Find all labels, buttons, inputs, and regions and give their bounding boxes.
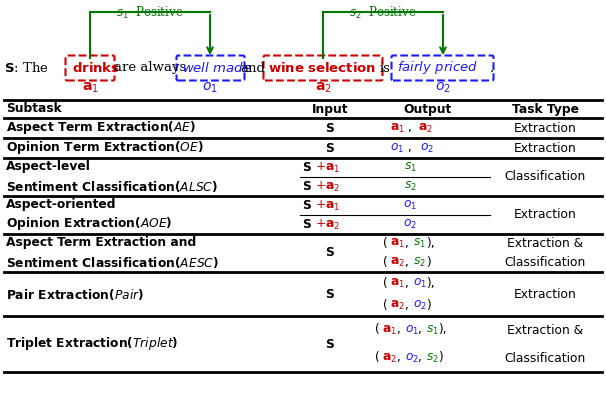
Text: $\mathbf{a}_2$: $\mathbf{a}_2$ <box>315 81 331 95</box>
Text: (: ( <box>383 237 388 250</box>
Text: $s_1$: $s_1$ <box>426 324 439 337</box>
Text: ,: , <box>405 298 413 312</box>
Text: Classification: Classification <box>504 351 585 365</box>
Text: (: ( <box>375 324 380 336</box>
Text: ,: , <box>408 121 416 135</box>
Text: $s_1$: $s_1$ <box>404 161 416 174</box>
Text: $\mathbf{S}$: $\mathbf{S}$ <box>325 121 335 135</box>
Text: Aspect Term Extraction($\mathit{AE}$): Aspect Term Extraction($\mathit{AE}$) <box>6 119 196 137</box>
Text: $\mathit{o}_1$: $\mathit{o}_1$ <box>413 277 427 290</box>
Text: Output: Output <box>404 103 452 115</box>
Text: Subtask: Subtask <box>6 103 62 115</box>
Text: Extraction &: Extraction & <box>507 324 583 336</box>
Text: (: ( <box>383 256 388 269</box>
Text: $\mathbf{S}$: $\mathbf{S}$ <box>302 199 312 212</box>
Text: $\mathbf{S}$: $\mathbf{S}$ <box>325 142 335 154</box>
Text: $\mathit{o}_2$: $\mathit{o}_2$ <box>403 218 417 231</box>
Text: $\mathbf{wine\ selection}$: $\mathbf{wine\ selection}$ <box>268 61 376 75</box>
Text: ,: , <box>405 237 413 250</box>
Text: Extraction: Extraction <box>514 209 576 222</box>
Text: $\mathbf{S}$: $\mathbf{S}$ <box>325 338 335 351</box>
Text: $\mathit{o}_1$: $\mathit{o}_1$ <box>405 324 419 337</box>
Text: $\mathit{o}_2$: $\mathit{o}_2$ <box>435 81 451 95</box>
Text: ,: , <box>397 351 405 365</box>
Text: ): ) <box>426 298 431 312</box>
Text: Extraction &: Extraction & <box>507 237 583 250</box>
Text: Aspect-level: Aspect-level <box>6 160 91 173</box>
Text: $s_2$: $s_2$ <box>426 351 439 365</box>
Text: Extraction: Extraction <box>514 121 576 135</box>
Text: (: ( <box>375 351 380 365</box>
Text: $\mathbf{S}$: $\mathbf{S}$ <box>302 161 312 174</box>
Text: Extraction: Extraction <box>514 142 576 154</box>
Text: +$\mathbf{a}_1$: +$\mathbf{a}_1$ <box>315 199 340 213</box>
Text: $s_1$: $s_1$ <box>413 237 426 250</box>
Text: Aspect-oriented: Aspect-oriented <box>6 198 116 211</box>
Text: $\mathit{o}_1$: $\mathit{o}_1$ <box>202 81 218 95</box>
Text: $\mathit{o}_1$: $\mathit{o}_1$ <box>403 199 417 212</box>
Text: $\mathit{o}_2$: $\mathit{o}_2$ <box>405 351 419 365</box>
Text: $\mathbf{S}$: $\mathbf{S}$ <box>325 246 335 259</box>
Text: Triplet Extraction($\mathit{Triplet}$): Triplet Extraction($\mathit{Triplet}$) <box>6 336 178 353</box>
Text: Extraction: Extraction <box>514 287 576 300</box>
Text: ),: ), <box>426 277 435 289</box>
Text: ,: , <box>405 277 413 289</box>
Text: +$\mathbf{a}_2$: +$\mathbf{a}_2$ <box>315 217 340 232</box>
Text: ,: , <box>408 142 416 154</box>
Text: Opinion Term Extraction($\mathit{OE}$): Opinion Term Extraction($\mathit{OE}$) <box>6 140 204 156</box>
Text: $\mathit{well\ made}$: $\mathit{well\ made}$ <box>182 61 251 75</box>
Text: ): ) <box>426 256 431 269</box>
Text: $\mathbf{a}_1$: $\mathbf{a}_1$ <box>390 277 405 290</box>
Text: $\mathit{o}_2$: $\mathit{o}_2$ <box>420 141 434 154</box>
Text: $\mathbf{a}_2$: $\mathbf{a}_2$ <box>390 256 405 269</box>
Text: ,: , <box>397 324 405 336</box>
Text: +$\mathbf{a}_2$: +$\mathbf{a}_2$ <box>315 179 340 193</box>
Text: Classification: Classification <box>504 256 585 269</box>
Text: $\mathbf{S}$: The: $\mathbf{S}$: The <box>4 61 50 75</box>
Text: ,: , <box>418 324 426 336</box>
Text: Pair Extraction($\mathit{Pair}$): Pair Extraction($\mathit{Pair}$) <box>6 287 144 302</box>
Text: is: is <box>380 62 391 74</box>
Text: ),: ), <box>438 324 447 336</box>
Text: $s_1$  Positive: $s_1$ Positive <box>116 5 184 21</box>
Text: Sentiment Classification($\mathit{AESC}$): Sentiment Classification($\mathit{AESC}$… <box>6 255 219 270</box>
Text: $\mathbf{S}$: $\mathbf{S}$ <box>302 180 312 193</box>
Text: $\mathbf{a}_2$: $\mathbf{a}_2$ <box>390 298 405 312</box>
Text: Aspect Term Extraction and: Aspect Term Extraction and <box>6 236 196 249</box>
Text: $\mathbf{a}_2$: $\mathbf{a}_2$ <box>418 121 433 135</box>
Text: $\mathbf{a}_1$: $\mathbf{a}_1$ <box>82 81 98 95</box>
Text: $\mathit{o}_1$: $\mathit{o}_1$ <box>390 141 404 154</box>
Text: Input: Input <box>311 103 348 115</box>
Text: ,: , <box>405 256 413 269</box>
Text: (: ( <box>383 277 388 289</box>
Text: are always: are always <box>114 62 186 74</box>
Text: $\mathbf{a}_2$: $\mathbf{a}_2$ <box>382 351 397 365</box>
Text: $\mathit{fairly\ priced}$: $\mathit{fairly\ priced}$ <box>397 59 478 76</box>
Text: $\mathit{o}_2$: $\mathit{o}_2$ <box>413 298 427 312</box>
Text: $\mathbf{drinks}$: $\mathbf{drinks}$ <box>72 61 120 75</box>
Text: Task Type: Task Type <box>511 103 579 115</box>
Text: $s_2$: $s_2$ <box>413 256 426 269</box>
Text: Classification: Classification <box>504 170 585 183</box>
Text: $\mathbf{a}_1$: $\mathbf{a}_1$ <box>390 121 405 135</box>
Text: $s_2$  Positive: $s_2$ Positive <box>349 5 417 21</box>
Text: +$\mathbf{a}_1$: +$\mathbf{a}_1$ <box>315 160 340 175</box>
Text: $s_2$: $s_2$ <box>404 180 416 193</box>
Text: Sentiment Classification($\mathit{ALSC}$): Sentiment Classification($\mathit{ALSC}$… <box>6 179 218 194</box>
Text: $\mathbf{a}_1$: $\mathbf{a}_1$ <box>382 324 397 337</box>
Text: ),: ), <box>426 237 435 250</box>
Text: $\mathbf{a}_1$: $\mathbf{a}_1$ <box>390 237 405 250</box>
Text: ,: , <box>418 351 426 365</box>
Text: $\mathbf{S}$: $\mathbf{S}$ <box>302 218 312 231</box>
Text: (: ( <box>383 298 388 312</box>
Text: Opinion Extraction($\mathit{AOE}$): Opinion Extraction($\mathit{AOE}$) <box>6 215 173 232</box>
Text: $\mathbf{S}$: $\mathbf{S}$ <box>325 287 335 300</box>
Text: .: . <box>490 62 494 74</box>
Text: and: and <box>240 62 265 74</box>
Text: ): ) <box>438 351 443 365</box>
